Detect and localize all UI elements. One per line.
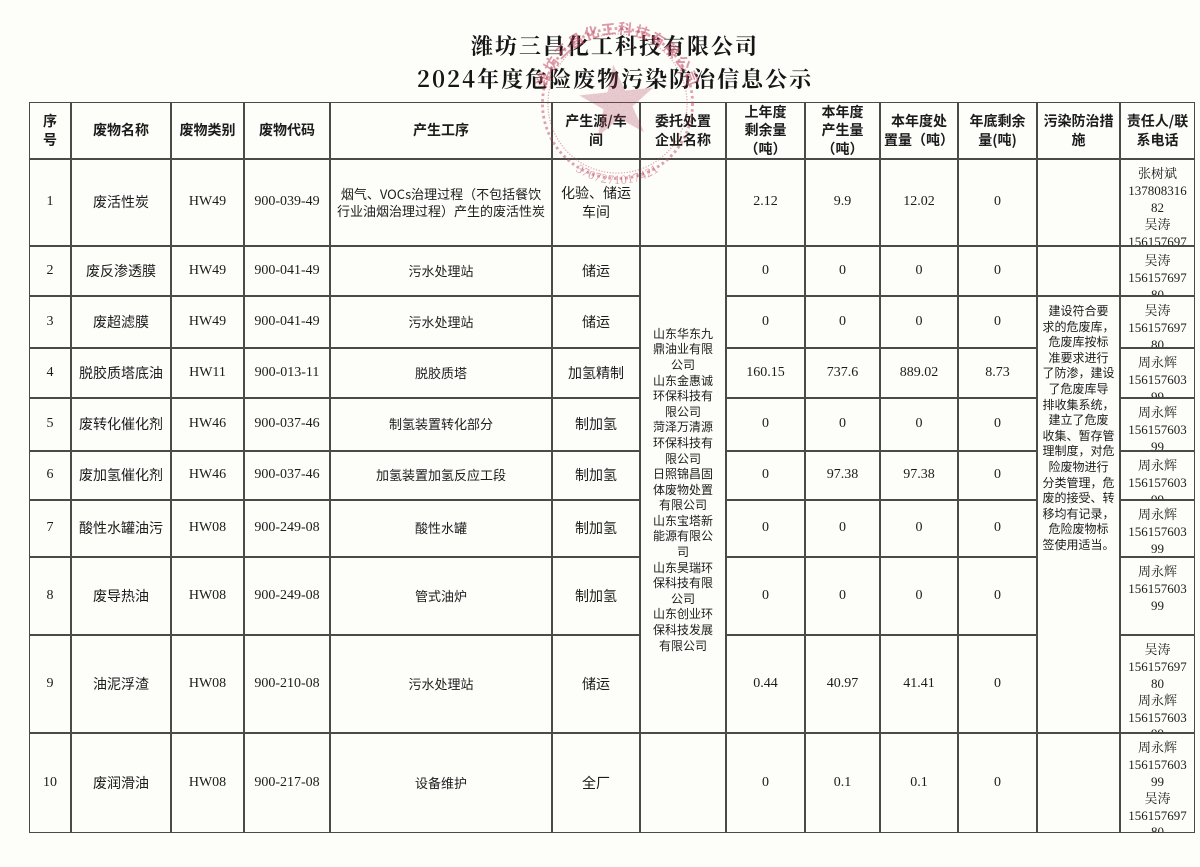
svg-text:3707271017421: 3707271017421 — [574, 162, 662, 187]
